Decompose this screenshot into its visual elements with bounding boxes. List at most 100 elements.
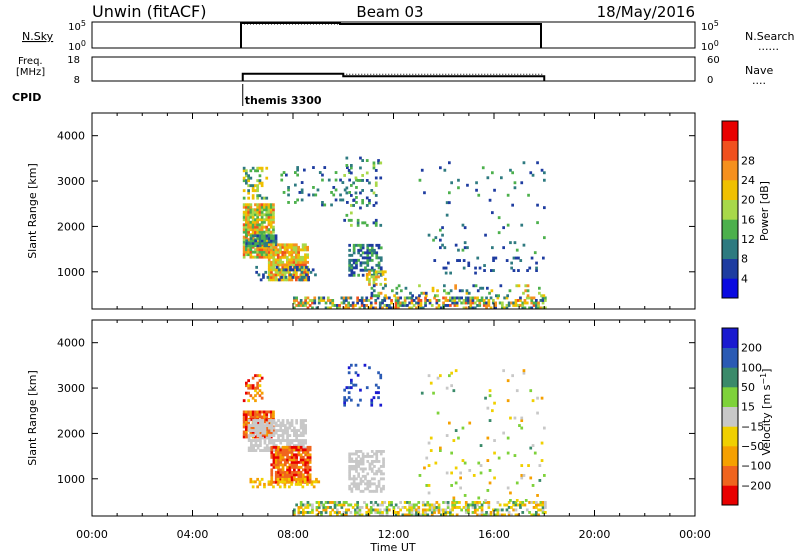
data-cell <box>365 513 369 517</box>
data-cell <box>247 228 250 232</box>
data-cell <box>419 304 423 307</box>
data-cell <box>342 503 346 507</box>
data-cell <box>355 477 358 481</box>
data-cell <box>439 246 442 250</box>
data-cell <box>506 193 510 197</box>
data-cell <box>540 396 544 400</box>
data-cell <box>304 453 307 457</box>
data-cell <box>368 251 372 255</box>
data-cell <box>281 245 285 249</box>
data-cell <box>288 473 292 477</box>
data-cell <box>272 243 276 247</box>
data-cell <box>265 241 269 245</box>
data-cell <box>351 506 355 509</box>
data-cell <box>329 506 332 509</box>
data-cell <box>339 198 342 202</box>
data-cell <box>429 449 433 452</box>
data-cell <box>471 301 475 305</box>
data-cell <box>277 434 280 437</box>
data-cell <box>446 503 450 507</box>
data-cell <box>277 268 281 272</box>
data-cell <box>270 239 273 243</box>
data-cell <box>258 244 262 248</box>
data-cell <box>359 268 363 272</box>
data-cell <box>372 289 376 293</box>
data-cell <box>265 218 269 222</box>
data-cell <box>409 291 412 295</box>
data-cell <box>368 201 371 205</box>
data-cell <box>434 236 438 240</box>
data-cell <box>249 205 253 209</box>
data-cell <box>451 299 454 302</box>
data-cell <box>281 436 285 440</box>
data-cell <box>482 301 486 305</box>
data-cell <box>412 513 416 517</box>
data-cell <box>242 228 246 232</box>
data-cell <box>509 416 512 420</box>
data-cell <box>277 448 280 452</box>
data-cell <box>429 436 433 440</box>
data-cell <box>297 429 301 432</box>
data-cell <box>242 430 246 434</box>
data-cell <box>298 278 301 282</box>
data-cell <box>379 489 383 493</box>
data-cell <box>281 448 285 452</box>
data-cell <box>372 294 376 298</box>
data-cell <box>394 296 398 300</box>
data-cell <box>366 455 370 458</box>
data-cell <box>300 181 304 184</box>
data-cell <box>348 469 351 473</box>
data-cell <box>277 480 280 484</box>
data-cell <box>542 294 546 298</box>
data-cell <box>254 399 257 403</box>
data-cell <box>440 513 443 517</box>
data-cell <box>254 241 257 245</box>
data-cell <box>338 306 341 310</box>
data-cell <box>469 296 473 300</box>
data-cell <box>346 166 349 169</box>
data-cell <box>361 268 365 272</box>
data-cell <box>364 266 367 270</box>
data-cell <box>299 506 303 509</box>
data-cell <box>274 448 278 452</box>
data-cell <box>421 503 425 507</box>
data-cell <box>531 484 535 487</box>
data-cell <box>406 304 409 307</box>
data-cell <box>392 506 396 509</box>
data-cell <box>355 196 358 199</box>
data-cell <box>436 289 439 293</box>
data-cell <box>397 511 400 514</box>
data-cell <box>254 234 257 238</box>
data-cell <box>249 228 253 232</box>
data-cell <box>293 439 296 442</box>
data-cell <box>510 301 513 305</box>
data-cell <box>299 482 302 486</box>
data-cell <box>390 501 393 504</box>
data-cell <box>260 396 264 400</box>
data-cell <box>514 256 518 260</box>
data-cell <box>288 475 292 479</box>
data-cell <box>279 460 283 464</box>
data-cell <box>272 460 276 464</box>
data-cell <box>272 434 276 437</box>
data-cell <box>345 513 348 517</box>
data-cell <box>305 273 308 277</box>
data-cell <box>292 250 296 254</box>
data-cell <box>458 299 461 302</box>
data-cell <box>517 269 520 272</box>
data-cell <box>411 294 414 298</box>
data-cell <box>444 304 448 307</box>
data-cell <box>350 381 353 385</box>
data-cell <box>388 501 391 504</box>
data-cell <box>249 250 253 254</box>
data-cell <box>340 503 344 507</box>
data-cell <box>302 458 305 462</box>
data-cell <box>359 166 362 170</box>
data-cell <box>529 171 533 175</box>
data-cell <box>471 506 475 509</box>
data-cell <box>342 513 346 517</box>
data-cell <box>436 294 439 298</box>
data-cell <box>245 230 248 234</box>
data-cell <box>260 245 264 249</box>
data-cell <box>312 193 315 197</box>
